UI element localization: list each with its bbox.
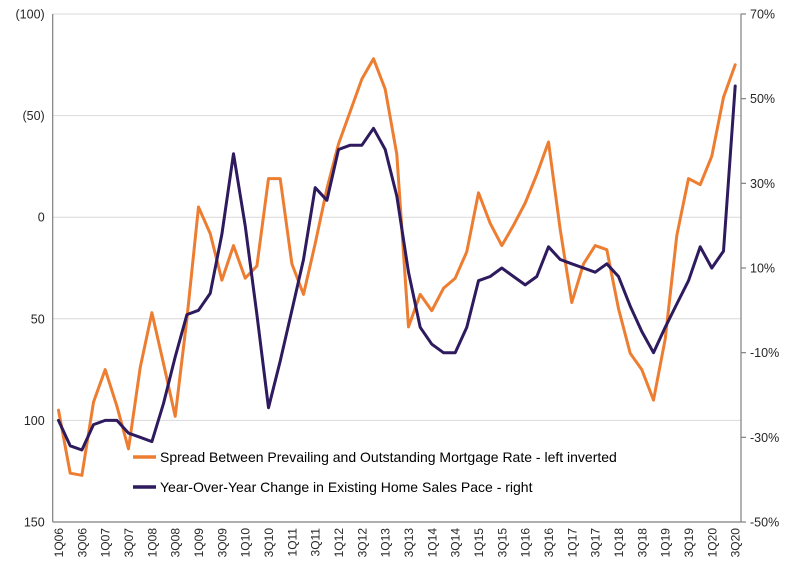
x-axis-label: 1Q19 xyxy=(659,528,673,558)
x-axis-label: 1Q13 xyxy=(379,528,393,558)
right-axis-label: -50% xyxy=(750,516,779,530)
left-axis-label: (100) xyxy=(16,8,45,22)
x-axis-label: 1Q14 xyxy=(425,528,439,558)
x-axis-label: 3Q13 xyxy=(402,528,416,558)
x-axis-label: 3Q16 xyxy=(542,528,556,558)
right-axis-label: -30% xyxy=(750,431,779,445)
right-axis-label: 50% xyxy=(750,92,775,106)
left-axis-label: 50 xyxy=(31,312,45,326)
left-axis-label: (50) xyxy=(22,109,44,123)
x-axis-label: 3Q06 xyxy=(75,528,89,558)
left-axis-label: 0 xyxy=(38,211,45,225)
x-axis-label: 1Q16 xyxy=(519,528,533,558)
x-axis-label: 1Q06 xyxy=(52,528,66,558)
x-axis-label: 3Q15 xyxy=(495,528,509,558)
legend-label-home-sales: Year-Over-Year Change in Existing Home S… xyxy=(160,479,533,495)
x-axis-label: 3Q07 xyxy=(122,528,136,558)
x-axis-label: 3Q19 xyxy=(682,528,696,558)
series-line-home-sales xyxy=(57,84,737,452)
series-line-spread xyxy=(57,57,737,477)
x-axis-label: 3Q17 xyxy=(589,528,603,558)
x-axis-label: 3Q10 xyxy=(262,528,276,558)
x-axis-label: 3Q20 xyxy=(729,528,743,558)
x-axis-label: 1Q08 xyxy=(145,528,159,558)
right-axis-label: -10% xyxy=(750,346,779,360)
x-axis-label: 3Q12 xyxy=(355,528,369,558)
x-axis-label: 3Q11 xyxy=(309,528,323,557)
left-axis-label: 150 xyxy=(24,516,45,530)
x-axis-label: 1Q07 xyxy=(99,528,113,558)
right-axis-label: 10% xyxy=(750,262,775,276)
right-axis-label: 70% xyxy=(750,8,775,22)
x-axis-label: 3Q09 xyxy=(215,528,229,558)
right-axis-label: 30% xyxy=(750,177,775,191)
x-axis-label: 1Q17 xyxy=(565,528,579,558)
x-axis-label: 1Q18 xyxy=(612,528,626,558)
x-axis-label: 1Q10 xyxy=(239,528,253,558)
x-axis-label: 1Q20 xyxy=(705,528,719,558)
left-axis-label: 100 xyxy=(24,414,45,428)
x-axis-label: 3Q18 xyxy=(635,528,649,558)
legend-label-spread: Spread Between Prevailing and Outstandin… xyxy=(160,449,617,465)
x-axis-label: 3Q14 xyxy=(449,528,463,558)
x-axis-label: 1Q12 xyxy=(332,528,346,558)
x-axis-label: 3Q08 xyxy=(169,528,183,558)
x-axis-label: 1Q11 xyxy=(285,528,299,557)
x-axis-label: 1Q09 xyxy=(192,528,206,558)
x-axis-label: 1Q15 xyxy=(472,528,486,558)
